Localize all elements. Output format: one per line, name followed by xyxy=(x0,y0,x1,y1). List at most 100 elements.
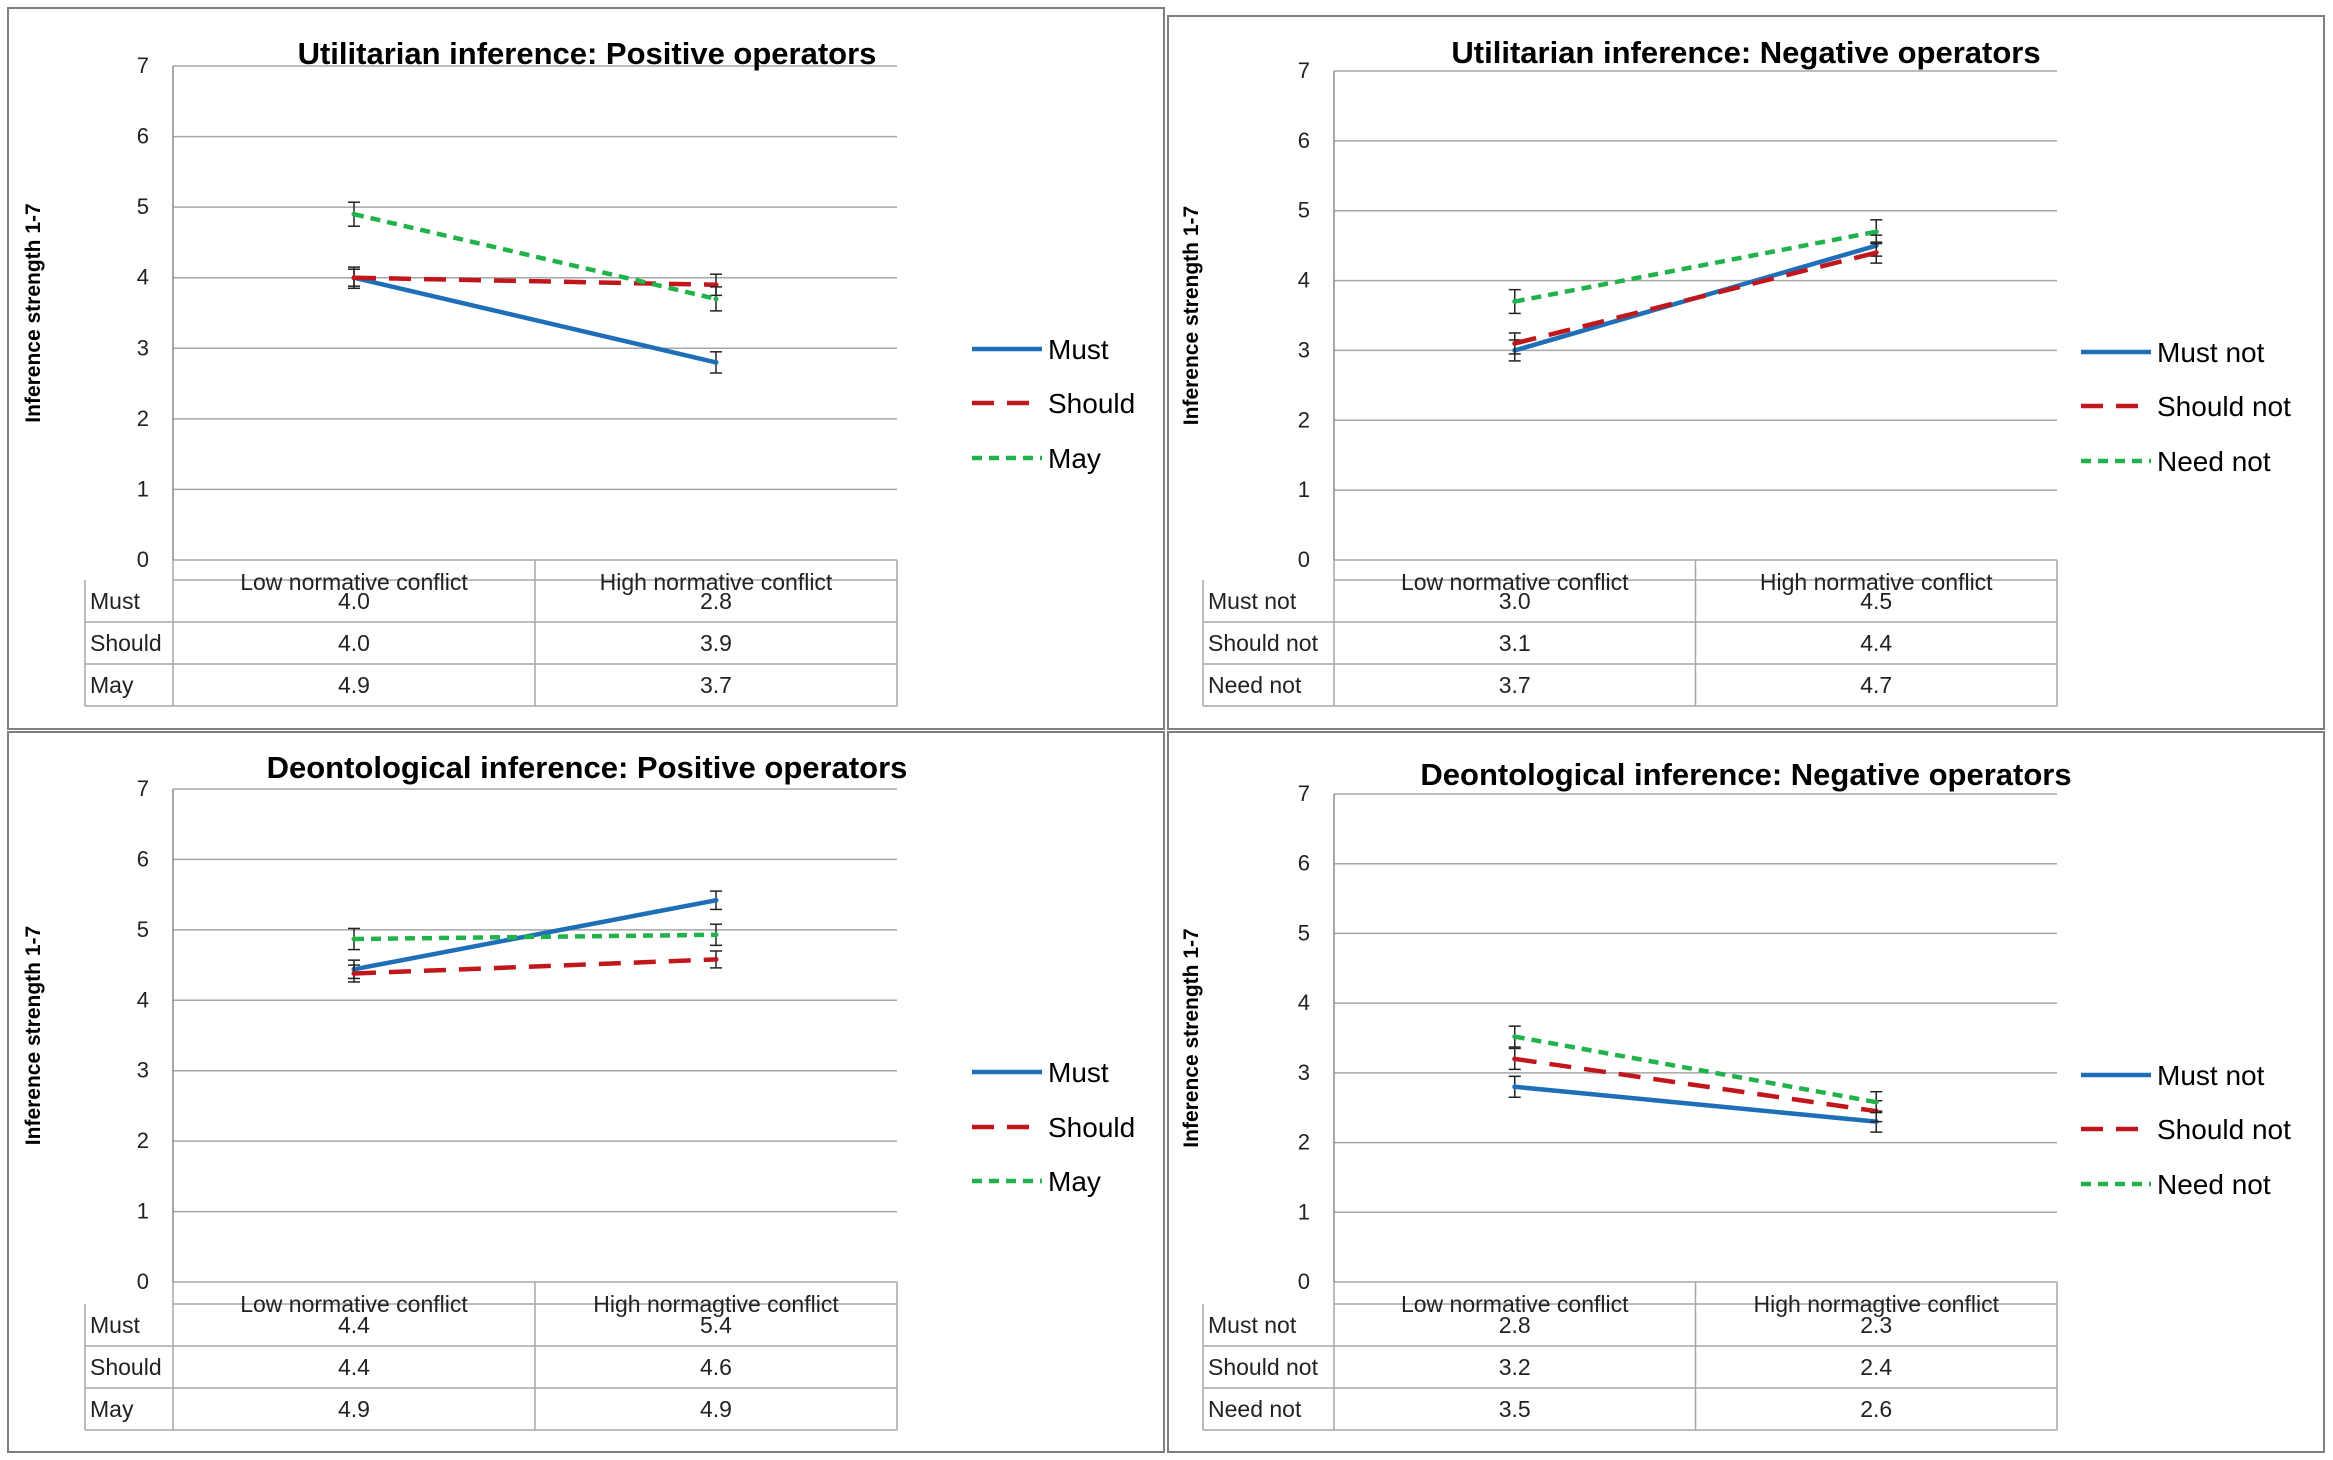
chart-title: Utilitarian inference: Positive operator… xyxy=(298,36,877,71)
legend-label: Should xyxy=(1048,388,1135,419)
data-point xyxy=(1512,1034,1518,1040)
y-tick-label: 0 xyxy=(1298,1269,1310,1294)
x-category-label: Low normative conflict xyxy=(240,1291,468,1317)
series-line xyxy=(353,898,717,972)
data-label: 3.9 xyxy=(700,630,732,656)
data-label: 2.6 xyxy=(1860,1396,1892,1422)
data-point xyxy=(351,275,357,281)
x-category-label: High normagtive conflict xyxy=(593,1291,839,1317)
data-label: 4.0 xyxy=(338,588,370,614)
y-tick-label: 5 xyxy=(1298,198,1310,223)
data-label: 3.0 xyxy=(1499,588,1531,614)
y-tick-label: 7 xyxy=(137,53,149,78)
chart-title: Deontological inference: Positive operat… xyxy=(267,750,908,785)
series-must-not xyxy=(1508,1075,1883,1133)
series-should xyxy=(348,950,722,983)
table-row-label: May xyxy=(90,672,134,698)
panel-border xyxy=(7,7,1165,730)
y-tick-label: 2 xyxy=(1298,1130,1310,1155)
y-tick-label: 2 xyxy=(1298,407,1310,432)
data-point xyxy=(1512,1056,1518,1062)
series-need-not xyxy=(1508,1025,1883,1114)
legend: Must Should May xyxy=(972,1057,1135,1197)
legend-label: Need not xyxy=(2157,446,2271,477)
data-label: 3.2 xyxy=(1499,1354,1531,1380)
y-tick-label: 5 xyxy=(1298,920,1310,945)
series-may xyxy=(348,923,722,951)
legend-label: Must xyxy=(1048,1057,1109,1088)
series-line xyxy=(1514,1034,1877,1105)
legend-label: Must not xyxy=(2157,1060,2265,1091)
data-label: 4.9 xyxy=(338,672,370,698)
series-line xyxy=(353,275,717,365)
x-category-label: High normative conflict xyxy=(600,569,833,595)
x-category-label: Low normative conflict xyxy=(1401,569,1629,595)
data-label: 4.0 xyxy=(338,630,370,656)
data-label: 4.5 xyxy=(1860,588,1892,614)
data-label: 3.1 xyxy=(1499,630,1531,656)
legend-label: May xyxy=(1048,1166,1101,1197)
legend-label: Should not xyxy=(2157,1114,2291,1145)
table-row-label: Must not xyxy=(1208,588,1297,614)
y-tick-label: 0 xyxy=(1298,547,1310,572)
y-tick-label: 2 xyxy=(137,1128,149,1153)
table-row-label: Should xyxy=(90,1354,162,1380)
legend: Must not Should not Need not xyxy=(2081,337,2291,477)
legend: Must not Should not Need not xyxy=(2081,1060,2291,1200)
y-tick-label: 1 xyxy=(1298,477,1310,502)
y-tick-label: 0 xyxy=(137,1269,149,1294)
series-line xyxy=(1514,229,1877,304)
y-tick-label: 7 xyxy=(1298,58,1310,83)
table-row-label: Must xyxy=(90,1312,140,1338)
data-point xyxy=(713,932,719,938)
series-must xyxy=(348,266,722,374)
y-tick-label: 4 xyxy=(1298,268,1310,293)
legend-label: Must not xyxy=(2157,337,2265,368)
y-axis-label: Inference strength 1-7 xyxy=(1180,206,1203,425)
data-label: 4.7 xyxy=(1860,672,1892,698)
data-label: 4.9 xyxy=(338,1396,370,1422)
data-label: 3.7 xyxy=(700,672,732,698)
chart-panel-1: 0 1 2 3 4 5 6 7 Utilitarian inference: Positive … xyxy=(7,7,1165,730)
legend-label: Should not xyxy=(2157,391,2291,422)
chart-panel-4: 0 1 2 3 4 5 6 7 Deontological inference: Negativ… xyxy=(1167,731,2325,1453)
y-tick-label: 7 xyxy=(1298,781,1310,806)
data-point xyxy=(1512,299,1518,305)
y-tick-label: 4 xyxy=(137,265,149,290)
chart-title: Deontological inference: Negative operat… xyxy=(1420,757,2071,792)
table-row-label: Should not xyxy=(1208,1354,1319,1380)
y-tick-label: 6 xyxy=(137,846,149,871)
data-point xyxy=(1512,340,1518,346)
panel-border xyxy=(7,731,1165,1453)
data-label: 4.4 xyxy=(1860,630,1892,656)
y-tick-label: 0 xyxy=(137,547,149,572)
legend-label: Should xyxy=(1048,1112,1135,1143)
data-point xyxy=(1873,1099,1879,1105)
series-line xyxy=(1514,250,1877,346)
series-may xyxy=(348,201,722,312)
y-tick-label: 6 xyxy=(1298,851,1310,876)
series-should-not xyxy=(1508,241,1883,355)
data-label: 4.4 xyxy=(338,1354,370,1380)
y-tick-label: 3 xyxy=(1298,337,1310,362)
x-category-label: Low normative conflict xyxy=(1401,1291,1629,1317)
data-label: 2.4 xyxy=(1860,1354,1892,1380)
table-row-label: Need not xyxy=(1208,672,1302,698)
x-category-label: Low normative conflict xyxy=(240,569,468,595)
data-table: Low normative conflict High normative con… xyxy=(1202,560,2058,707)
legend-label: Need not xyxy=(2157,1169,2271,1200)
data-label: 3.5 xyxy=(1499,1396,1531,1422)
legend-label: Must xyxy=(1048,334,1109,365)
x-category-label: High normagtive conflict xyxy=(1754,1291,2000,1317)
y-tick-label: 1 xyxy=(1298,1199,1310,1224)
data-table: Low normative conflict High normagtive co… xyxy=(84,1282,898,1431)
data-label: 2.8 xyxy=(1499,1312,1531,1338)
data-point xyxy=(1512,1084,1518,1090)
y-tick-label: 5 xyxy=(137,917,149,942)
data-label: 5.4 xyxy=(700,1312,732,1338)
chart-panel-2: 0 1 2 3 4 5 6 7 Utilitarian inference: Negative … xyxy=(1167,15,2325,730)
data-point xyxy=(1873,229,1879,235)
data-table: Low normative conflict High normative con… xyxy=(84,560,898,707)
data-label: 2.3 xyxy=(1860,1312,1892,1338)
